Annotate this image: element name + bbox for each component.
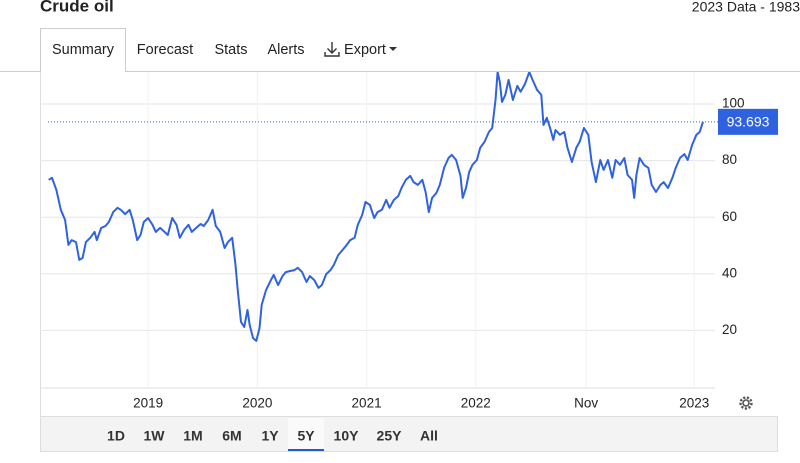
x-tick-label: 2020	[242, 396, 272, 411]
x-tick-label: 2021	[352, 396, 382, 411]
download-icon	[324, 42, 340, 57]
y-tick-label: 100	[722, 96, 745, 111]
tab[interactable]: Stats	[214, 42, 247, 58]
chart: 20 40 60 80 100 2019 2020 2021 2022 Nov 2023 93.693	[40, 72, 778, 411]
tab[interactable]: Summary	[52, 42, 115, 58]
tab[interactable]: Alerts	[267, 42, 304, 58]
range-button[interactable]: 1M	[183, 428, 202, 444]
range-buttons: 1D 1W 1M 6M 1Y 5Y 10Y 25Y All	[107, 418, 438, 451]
dropdown-caret	[389, 47, 397, 51]
tab[interactable]: Forecast	[137, 42, 193, 58]
y-tick-label: 60	[722, 209, 737, 224]
active-tab	[40, 28, 126, 72]
range-button[interactable]: 1Y	[261, 428, 279, 444]
range-button[interactable]: 25Y	[377, 428, 403, 444]
x-tick-label: Nov	[574, 396, 598, 411]
range-button[interactable]: All	[420, 428, 438, 444]
x-tick-label: 2022	[461, 396, 491, 411]
range-button[interactable]: 1D	[107, 428, 125, 444]
range-button[interactable]: 5Y	[297, 428, 315, 444]
price-line	[48, 72, 704, 342]
tab-bar: Summary Forecast Stats Alerts Export	[52, 42, 386, 58]
y-tick-label: 40	[722, 265, 737, 280]
page-title: Crude oil	[40, 0, 114, 15]
range-bar	[40, 416, 778, 452]
page-subtitle: 2023 Data - 1983	[692, 0, 800, 15]
active-range-bg	[288, 418, 324, 451]
x-tick-label: 2023	[679, 396, 709, 411]
range-button[interactable]: 10Y	[334, 428, 360, 444]
range-button[interactable]: 6M	[222, 428, 241, 444]
settings-icon[interactable]	[739, 396, 753, 410]
last-value-box	[718, 108, 778, 135]
range-button[interactable]: 1W	[144, 428, 166, 444]
y-tick-label: 20	[722, 322, 737, 337]
last-value-label: 93.693	[727, 114, 770, 130]
tab[interactable]: Export	[344, 42, 386, 58]
x-tick-label: 2019	[133, 396, 163, 411]
y-tick-label: 80	[722, 152, 737, 167]
